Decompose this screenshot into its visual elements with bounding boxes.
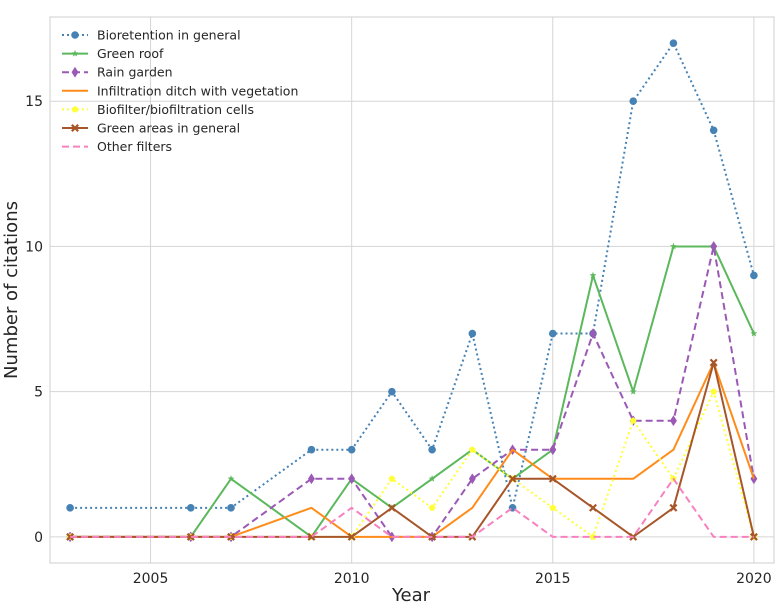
y-tick-label: 0 [34, 530, 43, 546]
legend-label: Biofilter/biofiltration cells [97, 102, 254, 117]
data-point [307, 473, 315, 485]
data-point [589, 328, 597, 340]
data-point [709, 126, 718, 135]
data-point [750, 329, 758, 337]
data-point [589, 503, 597, 512]
series-layer [66, 39, 758, 543]
plot-frame [49, 16, 775, 564]
legend-item: Biofilter/biofiltration cells [62, 102, 254, 117]
legend-item: Rain garden [62, 65, 173, 80]
series-bioretention-in-general [66, 39, 758, 512]
data-point [227, 474, 235, 482]
data-point [629, 97, 638, 106]
series-line-biofilter-biofiltration-cells [70, 390, 755, 538]
legend-label: Rain garden [97, 65, 173, 80]
x-tick-label: 2020 [736, 571, 772, 587]
data-point [468, 446, 476, 453]
series-line-rain-garden [70, 245, 755, 538]
data-point [589, 271, 597, 279]
data-point [669, 242, 678, 250]
data-point [669, 39, 678, 47]
data-point [589, 533, 597, 540]
data-point [629, 417, 637, 424]
data-point [347, 445, 356, 454]
x-tick-label: 2005 [133, 571, 169, 587]
data-point [710, 388, 718, 395]
legend-label: Other filters [97, 139, 172, 154]
legend-item: Green roof [62, 46, 164, 61]
legend-marker [71, 49, 79, 57]
data-point [428, 474, 436, 482]
x-tick-label: 2015 [535, 571, 571, 587]
data-point [710, 240, 718, 252]
legend-marker [71, 124, 79, 132]
data-point [227, 504, 235, 512]
legend-label: Green roof [97, 46, 164, 61]
legend-item: Other filters [62, 139, 172, 154]
data-point [428, 504, 436, 511]
data-point [508, 474, 517, 483]
legend-marker [71, 105, 79, 113]
legend: Bioretention in general Green roof Rain ga… [62, 28, 298, 154]
y-tick-label: 10 [25, 239, 43, 255]
data-point [468, 329, 477, 338]
y-axis-title: Number of citations [1, 201, 22, 379]
data-point [669, 503, 678, 512]
data-point [709, 358, 718, 367]
data-point [629, 387, 637, 395]
legend-label: Bioretention in general [97, 28, 241, 43]
tick-labels: 2005 2010 2015 2020 0 5 10 15 [25, 94, 772, 587]
y-tick-label: 15 [25, 94, 43, 110]
legend-label: Infiltration ditch with vegetation [97, 83, 298, 98]
legend-item: Green areas in general [62, 121, 240, 136]
legend-item: Infiltration ditch with vegetation [62, 83, 298, 98]
legend-marker [71, 66, 79, 78]
data-point [428, 445, 436, 454]
y-tick-label: 5 [34, 385, 43, 401]
data-point [347, 532, 356, 541]
grid-lines [50, 17, 774, 563]
legend-item: Bioretention in general [62, 28, 241, 43]
data-point [549, 444, 557, 456]
data-point [669, 415, 677, 427]
data-point [548, 474, 557, 483]
data-point [468, 473, 476, 485]
data-point [388, 387, 396, 396]
data-point [307, 445, 316, 454]
data-point [388, 475, 396, 482]
series-line-bioretention-in-general [70, 42, 755, 509]
data-point [750, 271, 758, 280]
x-tick-label: 2010 [334, 571, 370, 587]
data-point [548, 329, 557, 338]
data-point [186, 504, 195, 512]
data-point [186, 532, 195, 541]
legend-label: Green areas in general [97, 121, 240, 136]
data-point [348, 473, 356, 485]
data-point [549, 504, 557, 511]
data-point [66, 504, 74, 512]
data-point [387, 503, 396, 512]
x-axis-title: Year [391, 585, 431, 606]
series-line-other-filters [70, 477, 754, 538]
legend-marker [71, 31, 79, 39]
series-other-filters [70, 477, 754, 538]
